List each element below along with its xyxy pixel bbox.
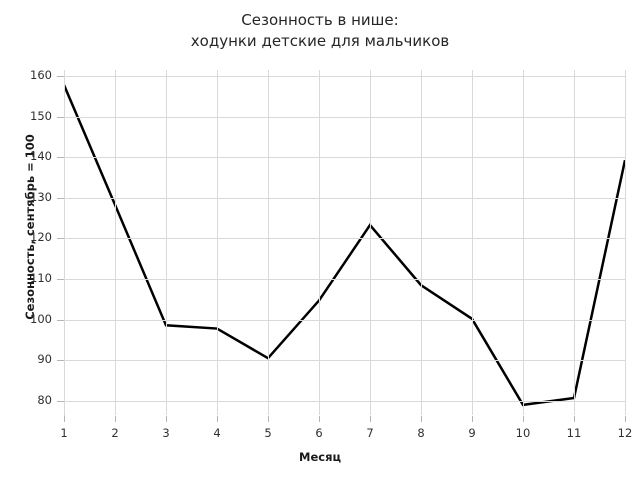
y-tick-label: 150 [30, 109, 52, 123]
gridline-vertical [217, 70, 218, 415]
gridline-horizontal [64, 320, 625, 321]
y-tick-label: 80 [37, 393, 52, 407]
x-tick-mark [472, 416, 473, 422]
x-tick-label: 2 [111, 426, 119, 440]
gridline-horizontal [64, 157, 625, 158]
y-tick-mark [57, 320, 64, 321]
y-tick-mark [57, 401, 64, 402]
x-tick-label: 6 [315, 426, 323, 440]
x-axis-title: Месяц [299, 450, 341, 464]
x-tick-label: 3 [162, 426, 170, 440]
y-tick-label: 110 [30, 271, 52, 285]
plot-area [64, 70, 626, 415]
gridline-vertical [64, 70, 65, 415]
gridline-horizontal [64, 238, 625, 239]
x-tick-label: 9 [468, 426, 476, 440]
x-tick-mark [523, 416, 524, 422]
gridline-horizontal [64, 198, 625, 199]
x-tick-mark [217, 416, 218, 422]
gridline-vertical [574, 70, 575, 415]
gridline-horizontal [64, 117, 625, 118]
gridline-horizontal [64, 279, 625, 280]
x-tick-mark [421, 416, 422, 422]
gridline-vertical [421, 70, 422, 415]
x-tick-mark [574, 416, 575, 422]
y-tick-label: 90 [37, 352, 52, 366]
y-tick-label: 140 [30, 149, 52, 163]
y-tick-mark [57, 157, 64, 158]
gridline-horizontal [64, 401, 625, 402]
x-tick-mark [166, 416, 167, 422]
series-line [64, 84, 625, 407]
gridline-vertical [472, 70, 473, 415]
x-tick-label: 4 [213, 426, 221, 440]
x-tick-label: 7 [366, 426, 374, 440]
gridline-vertical [166, 70, 167, 415]
x-tick-label: 11 [566, 426, 582, 440]
x-tick-label: 8 [417, 426, 425, 440]
y-tick-mark [57, 360, 64, 361]
x-tick-mark [625, 416, 626, 422]
y-tick-label: 100 [30, 312, 52, 326]
y-tick-label: 120 [30, 230, 52, 244]
gridline-vertical [523, 70, 524, 415]
y-tick-mark [57, 279, 64, 280]
y-tick-mark [57, 238, 64, 239]
y-tick-mark [57, 76, 64, 77]
gridline-horizontal [64, 76, 625, 77]
gridline-vertical [115, 70, 116, 415]
x-tick-label: 5 [264, 426, 272, 440]
y-tick-mark [57, 117, 64, 118]
gridline-vertical [625, 70, 626, 415]
x-tick-label: 10 [515, 426, 531, 440]
chart-title: Сезонность в нише: ходунки детские для м… [190, 11, 450, 50]
y-tick-mark [57, 198, 64, 199]
x-tick-mark [64, 416, 65, 422]
x-tick-mark [319, 416, 320, 422]
gridline-vertical [370, 70, 371, 415]
y-tick-label: 160 [30, 68, 52, 82]
x-tick-mark [115, 416, 116, 422]
y-tick-label: 130 [30, 190, 52, 204]
x-tick-mark [370, 416, 371, 422]
gridline-vertical [268, 70, 269, 415]
x-tick-label: 1 [60, 426, 68, 440]
x-tick-mark [268, 416, 269, 422]
gridline-vertical [319, 70, 320, 415]
x-tick-label: 12 [617, 426, 633, 440]
gridline-horizontal [64, 360, 625, 361]
